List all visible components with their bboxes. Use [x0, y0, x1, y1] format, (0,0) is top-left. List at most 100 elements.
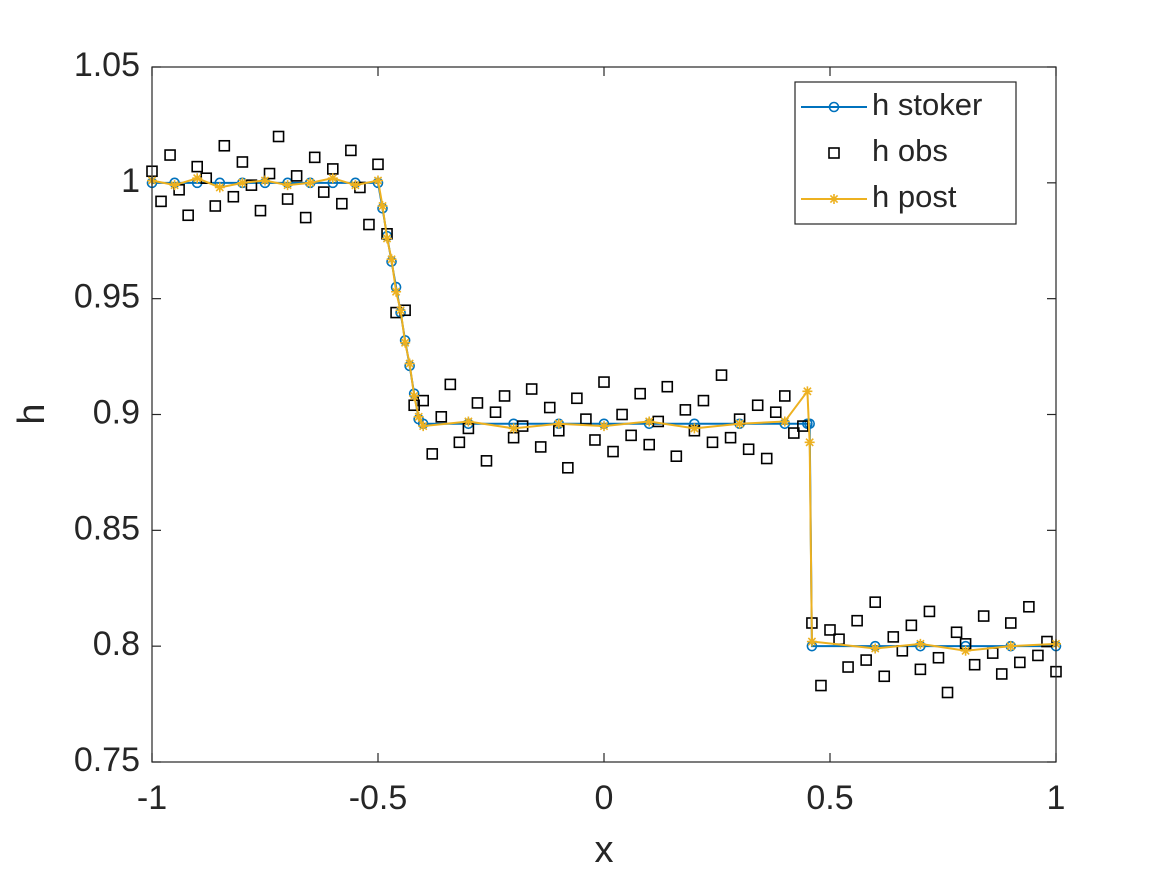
marker: [914, 663, 927, 676]
marker: [299, 211, 312, 224]
marker: [580, 413, 592, 425]
marker: [386, 254, 397, 265]
marker: [480, 455, 493, 467]
marker: [534, 441, 547, 453]
marker: [851, 614, 863, 627]
marker: [589, 434, 601, 446]
marker: [254, 204, 267, 217]
marker: [164, 149, 176, 161]
marker: [679, 404, 692, 416]
marker: [806, 636, 817, 647]
marker: [155, 195, 167, 208]
marker: [571, 392, 583, 405]
marker: [543, 401, 556, 414]
marker: [802, 386, 813, 397]
marker: [887, 631, 900, 643]
marker: [290, 170, 303, 182]
marker: [382, 233, 393, 244]
marker: [634, 387, 646, 400]
marker: [553, 418, 564, 429]
marker: [661, 380, 674, 393]
marker: [377, 201, 388, 211]
marker: [724, 431, 737, 444]
marker: [815, 679, 827, 692]
marker: [960, 645, 971, 656]
y-tick-label: 0.85: [74, 509, 140, 547]
marker: [260, 175, 270, 186]
marker: [860, 654, 872, 666]
x-tick-label: 0: [595, 779, 614, 817]
marker: [1005, 641, 1016, 652]
marker: [308, 151, 321, 164]
marker: [870, 643, 881, 654]
legend-marker: [828, 101, 840, 113]
marker: [282, 180, 293, 191]
y-tick-label: 1: [121, 162, 140, 200]
legend-marker: [829, 194, 839, 204]
legend-label: h post: [872, 179, 957, 214]
marker: [453, 436, 466, 449]
marker: [734, 418, 745, 429]
marker: [471, 397, 484, 409]
marker: [779, 416, 790, 427]
marker: [236, 156, 249, 168]
marker: [191, 160, 203, 173]
marker: [444, 378, 457, 391]
marker: [336, 197, 348, 210]
marker: [489, 406, 502, 418]
marker: [751, 399, 764, 412]
marker: [227, 190, 240, 203]
marker: [169, 180, 180, 191]
y-axis-label: h: [11, 403, 53, 424]
legend-label: h stoker: [872, 87, 982, 122]
marker: [345, 144, 357, 157]
marker: [804, 437, 815, 448]
x-tick-label: 1: [1047, 779, 1066, 817]
marker: [182, 209, 194, 222]
marker: [426, 448, 439, 460]
y-tick-label: 0.75: [74, 741, 140, 779]
marker: [562, 461, 574, 474]
marker: [697, 394, 710, 407]
marker: [281, 193, 294, 205]
x-tick-label: 0.5: [806, 779, 853, 817]
y-tick-label: 0.8: [93, 625, 140, 663]
y-tick-label: 1.05: [74, 46, 140, 84]
marker: [372, 158, 384, 171]
marker: [878, 670, 891, 683]
marker: [508, 423, 519, 434]
marker: [932, 651, 945, 664]
marker: [915, 638, 926, 649]
marker: [797, 420, 809, 432]
marker: [317, 186, 330, 198]
marker: [1004, 617, 1017, 629]
marker: [769, 406, 782, 418]
marker: [373, 175, 383, 186]
marker: [525, 383, 538, 395]
marker: [598, 376, 610, 388]
marker: [599, 421, 609, 432]
marker: [643, 438, 656, 451]
marker: [977, 610, 990, 622]
x-tick-label: -1: [137, 779, 167, 817]
marker: [1032, 649, 1044, 662]
marker: [616, 408, 628, 421]
marker: [417, 394, 430, 407]
y-tick-label: 0.9: [93, 393, 140, 431]
marker: [1041, 635, 1053, 648]
marker: [824, 624, 836, 636]
marker: [237, 177, 248, 188]
marker: [607, 445, 619, 458]
marker: [272, 130, 285, 143]
marker: [413, 411, 424, 422]
marker: [950, 626, 963, 639]
marker: [498, 390, 511, 402]
marker: [1014, 656, 1026, 669]
marker: [842, 661, 854, 673]
x-tick-label: -0.5: [349, 779, 408, 817]
marker: [706, 436, 719, 449]
marker: [778, 390, 791, 402]
marker: [409, 390, 420, 401]
marker: [923, 605, 936, 618]
